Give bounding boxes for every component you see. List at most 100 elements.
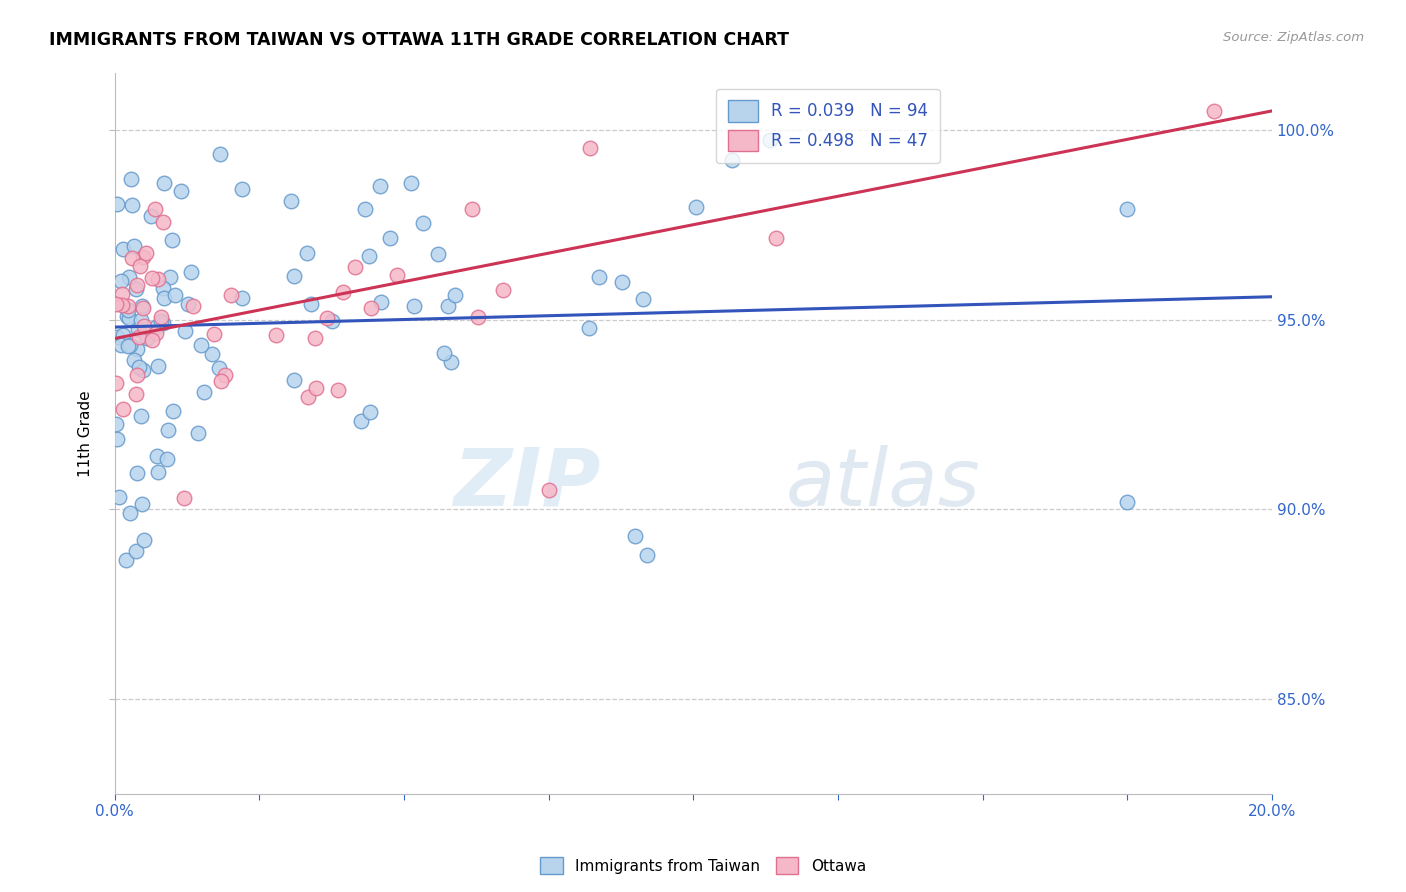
Point xyxy=(110,274,132,288)
Point xyxy=(146,465,169,479)
Point xyxy=(321,314,343,328)
Point xyxy=(588,270,610,285)
Point xyxy=(297,390,319,404)
Point xyxy=(117,302,139,317)
Point xyxy=(127,278,149,293)
Point xyxy=(283,269,305,284)
Point xyxy=(187,425,209,440)
Point xyxy=(765,230,787,244)
Point xyxy=(214,368,236,382)
Point xyxy=(124,544,146,558)
Point xyxy=(624,529,647,543)
Point xyxy=(125,467,148,481)
Point xyxy=(104,297,127,311)
Point xyxy=(124,353,146,368)
Point xyxy=(127,321,149,335)
Point xyxy=(492,283,515,297)
Point xyxy=(153,291,176,305)
Point xyxy=(295,245,318,260)
Point xyxy=(120,506,142,520)
Point xyxy=(135,246,157,260)
Point xyxy=(231,182,253,196)
Point xyxy=(156,423,179,437)
Point xyxy=(177,297,200,311)
Point xyxy=(118,269,141,284)
Point xyxy=(145,326,167,340)
Point xyxy=(283,372,305,386)
Point xyxy=(610,275,633,289)
Point xyxy=(112,328,135,343)
Point xyxy=(146,359,169,373)
Point xyxy=(120,172,142,186)
Point xyxy=(128,360,150,375)
Point xyxy=(305,381,328,395)
Point xyxy=(143,202,166,216)
Point xyxy=(360,301,382,315)
Text: atlas: atlas xyxy=(786,445,980,523)
Point xyxy=(315,311,337,326)
Point xyxy=(685,200,707,214)
Point xyxy=(219,288,242,302)
Point xyxy=(125,282,148,296)
Point xyxy=(231,291,253,305)
Point xyxy=(159,269,181,284)
Point xyxy=(114,552,136,566)
Point xyxy=(134,533,156,547)
Legend: R = 0.039   N = 94, R = 0.498   N = 47: R = 0.039 N = 94, R = 0.498 N = 47 xyxy=(716,88,939,163)
Point xyxy=(173,491,195,505)
Point xyxy=(636,548,658,562)
Point xyxy=(350,414,373,428)
Point xyxy=(146,271,169,285)
Point xyxy=(190,338,212,352)
Point xyxy=(129,409,152,423)
Legend: Immigrants from Taiwan, Ottawa: Immigrants from Taiwan, Ottawa xyxy=(534,851,872,880)
Point xyxy=(183,299,205,313)
Point xyxy=(105,197,128,211)
Point xyxy=(444,288,467,302)
Point xyxy=(131,498,153,512)
Point xyxy=(131,299,153,313)
Point xyxy=(110,338,132,352)
Point xyxy=(132,301,155,315)
Point xyxy=(104,417,127,431)
Point xyxy=(578,141,600,155)
Point xyxy=(152,316,174,330)
Point xyxy=(378,231,401,245)
Point xyxy=(385,268,408,283)
Point xyxy=(121,198,143,212)
Point xyxy=(1202,103,1225,118)
Point xyxy=(141,270,163,285)
Point xyxy=(412,216,434,230)
Point xyxy=(149,314,172,328)
Point xyxy=(578,321,600,335)
Point xyxy=(117,299,139,313)
Point xyxy=(354,202,377,217)
Point xyxy=(128,329,150,343)
Text: Source: ZipAtlas.com: Source: ZipAtlas.com xyxy=(1223,31,1364,45)
Point xyxy=(359,405,381,419)
Point xyxy=(105,432,128,446)
Point xyxy=(370,295,392,310)
Point xyxy=(111,287,134,301)
Point xyxy=(759,133,782,147)
Point xyxy=(110,298,132,312)
Point xyxy=(426,247,449,261)
Point xyxy=(359,249,381,263)
Point xyxy=(1116,494,1139,508)
Point xyxy=(207,361,229,376)
Point xyxy=(145,320,167,334)
Point xyxy=(146,449,169,463)
Point xyxy=(433,346,456,360)
Point xyxy=(127,342,149,356)
Point xyxy=(344,260,367,275)
Point xyxy=(105,330,128,344)
Point xyxy=(122,238,145,252)
Point xyxy=(139,209,162,223)
Point xyxy=(121,252,143,266)
Point xyxy=(174,324,197,338)
Point xyxy=(112,401,135,416)
Point xyxy=(326,383,349,397)
Point xyxy=(141,333,163,347)
Point xyxy=(152,215,174,229)
Point xyxy=(117,309,139,323)
